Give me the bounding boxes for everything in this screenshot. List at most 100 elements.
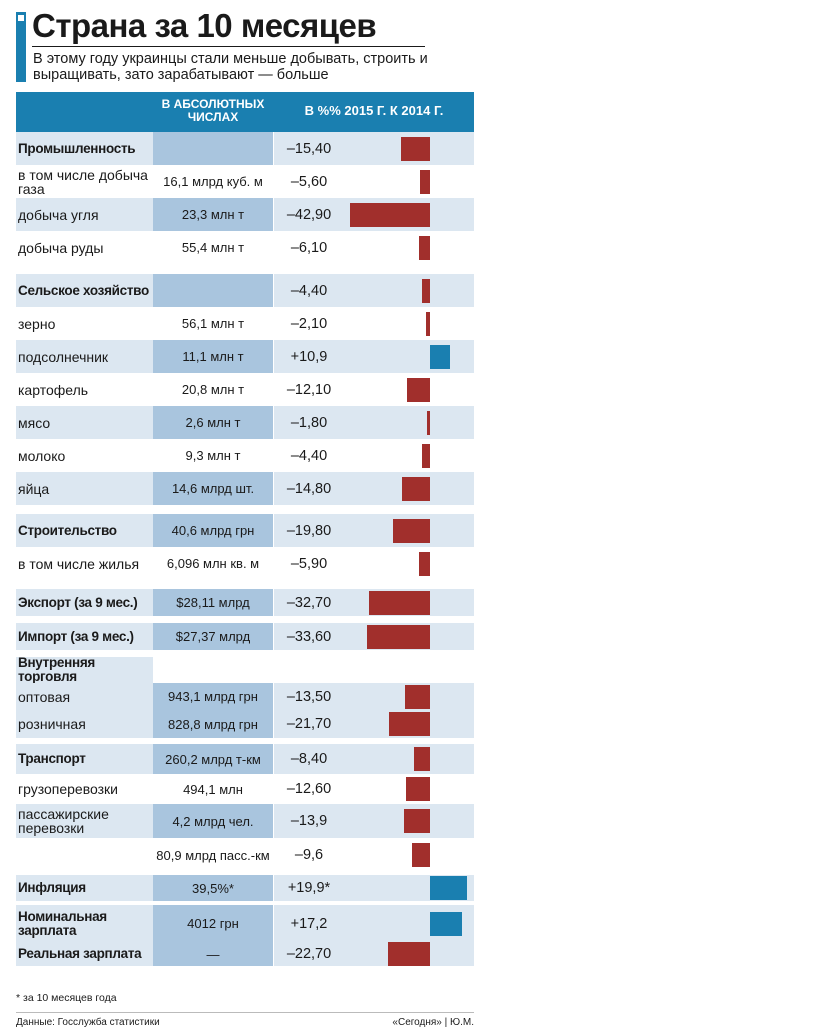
row-absolute-value: 80,9 млрд пасс.-км: [153, 838, 273, 872]
bar-negative: [387, 942, 430, 966]
row-percent-label: +10,9: [290, 348, 328, 365]
row-label: пассажирские перевозки: [16, 804, 153, 838]
bar-positive: [430, 911, 463, 936]
row-absolute-value: [153, 132, 273, 165]
table-row: в том числе жилья 6,096 млн кв. м –5,90: [16, 547, 474, 580]
table-row: яйца 14,6 млрд шт. –14,80: [16, 472, 474, 505]
row-absolute-value: 260,2 млрд т-км: [153, 744, 273, 774]
row-absolute-value: 6,096 млн кв. м: [153, 547, 273, 580]
row-absolute-value: 55,4 млн т: [153, 231, 273, 264]
row-percent-cell: –12,60: [274, 774, 474, 804]
bar-negative: [421, 278, 430, 303]
table-row: в том числе добыча газа 16,1 млрд куб. м –…: [16, 165, 474, 198]
row-absolute-value: 14,6 млрд шт.: [153, 472, 273, 505]
bar-negative: [418, 235, 430, 260]
row-label: в том числе жилья: [18, 555, 140, 572]
table-row: розничная 828,8 млрд грн –21,70: [16, 710, 474, 738]
row-percent-label: –15,40: [286, 140, 332, 157]
table-row: 80,9 млрд пасс.-км –9,6: [16, 838, 474, 872]
bar-negative: [419, 169, 430, 194]
row-percent-label: –12,60: [286, 781, 332, 797]
table-row: грузоперевозки 494,1 млн –12,60: [16, 774, 474, 804]
row-percent-label: –21,70: [286, 716, 332, 732]
row-percent-label: –5,60: [290, 173, 328, 190]
row-label: Строительство: [16, 514, 153, 547]
stats-table: В абсолютных числах В %% 2015 г. к 2014 …: [16, 92, 474, 966]
row-percent-label: –9,6: [294, 847, 324, 863]
row-label: Инфляция: [16, 875, 153, 901]
row-label: Внутренняя торговля: [16, 656, 153, 684]
table-row: зерно 56,1 млн т –2,10: [16, 307, 474, 340]
row-absolute-value: [153, 274, 273, 307]
row-percent-cell: –5,90: [274, 547, 474, 580]
table-row: картофель 20,8 млн т –12,10: [16, 373, 474, 406]
row-label: зерно: [18, 315, 56, 332]
bar-negative: [404, 809, 430, 833]
row-percent-cell: +10,9: [274, 340, 474, 373]
row-percent-cell: –32,70: [274, 589, 474, 616]
bar-positive: [430, 876, 468, 900]
table-row: подсолнечник 11,1 млн т +10,9: [16, 340, 474, 373]
bar-negative: [368, 590, 430, 615]
row-percent-cell: +17,2: [274, 905, 474, 942]
row-percent-cell: –4,40: [274, 439, 474, 472]
table-row: молоко 9,3 млн т –4,40: [16, 439, 474, 472]
bar-negative: [404, 684, 430, 709]
row-absolute-value: 23,3 млн т: [153, 198, 273, 231]
table-row: мясо 2,6 млн т –1,80: [16, 406, 474, 439]
table-row: Сельское хозяйство –4,40: [16, 274, 474, 307]
row-percent-label: –19,80: [286, 522, 332, 539]
row-percent-label: –4,40: [290, 282, 328, 299]
bar-negative: [426, 311, 430, 336]
row-percent-cell: –33,60: [274, 623, 474, 650]
row-label: грузоперевозки: [18, 781, 118, 797]
row-label: яйца: [16, 472, 153, 505]
row-absolute-value: 40,6 млрд грн: [153, 514, 273, 547]
row-absolute-value: 11,1 млн т: [153, 340, 273, 373]
row-label: [16, 838, 153, 872]
footnote: * за 10 месяцев года: [16, 992, 117, 1004]
row-percent-cell: –13,50: [274, 683, 474, 710]
row-percent-label: –2,10: [290, 315, 328, 332]
row-percent-label: –22,70: [286, 946, 332, 962]
row-percent-label: –42,90: [286, 206, 332, 223]
table-row: Инфляция 39,5%* +19,9*: [16, 875, 474, 901]
table-row: Транспорт 260,2 млрд т-км –8,40: [16, 744, 474, 774]
row-label: картофель: [18, 381, 89, 398]
row-percent-label: –32,70: [286, 594, 332, 611]
bar-negative: [414, 747, 430, 771]
table-row: Строительство 40,6 млрд грн –19,80: [16, 514, 474, 547]
row-percent-label: [274, 657, 344, 683]
bar-negative: [407, 377, 430, 402]
row-percent-label: –8,40: [290, 751, 328, 767]
row-absolute-value: $28,11 млрд: [153, 589, 273, 616]
row-label: Экспорт (за 9 мес.): [16, 589, 153, 616]
row-label: оптовая: [16, 683, 153, 710]
bar-negative: [367, 624, 430, 649]
row-percent-label: –13,50: [286, 688, 332, 705]
row-label: в том числе добыча газа: [18, 166, 148, 197]
table-row: Реальная зарплата — –22,70: [16, 942, 474, 966]
table-row: оптовая 943,1 млрд грн –13,50: [16, 683, 474, 710]
row-absolute-value: 39,5%*: [153, 875, 273, 901]
title-rule: [32, 46, 425, 47]
row-label: Номинальная зарплата: [16, 905, 153, 942]
row-percent-label: +17,2: [290, 915, 328, 932]
row-absolute-value: 828,8 млрд грн: [153, 710, 273, 738]
table-row: Экспорт (за 9 мес.) $28,11 млрд –32,70: [16, 589, 474, 616]
source-note: Данные: Госслужба статистики: [16, 1017, 160, 1028]
bar-negative: [421, 443, 430, 468]
row-absolute-value: 16,1 млрд куб. м: [153, 165, 273, 198]
credit-note: «Сегодня» | Ю.М.: [392, 1017, 474, 1028]
row-percent-cell: –4,40: [274, 274, 474, 307]
bar-negative: [389, 712, 430, 736]
bar-negative: [418, 551, 430, 576]
row-percent-cell: –5,60: [274, 165, 474, 198]
row-absolute-value: —: [153, 942, 273, 966]
row-absolute-value: 494,1 млн: [153, 774, 273, 804]
row-label: Сельское хозяйство: [16, 274, 153, 307]
bar-negative: [426, 410, 430, 435]
row-percent-cell: –42,90: [274, 198, 474, 231]
row-label: мясо: [16, 406, 153, 439]
row-absolute-value: 56,1 млн т: [153, 307, 273, 340]
